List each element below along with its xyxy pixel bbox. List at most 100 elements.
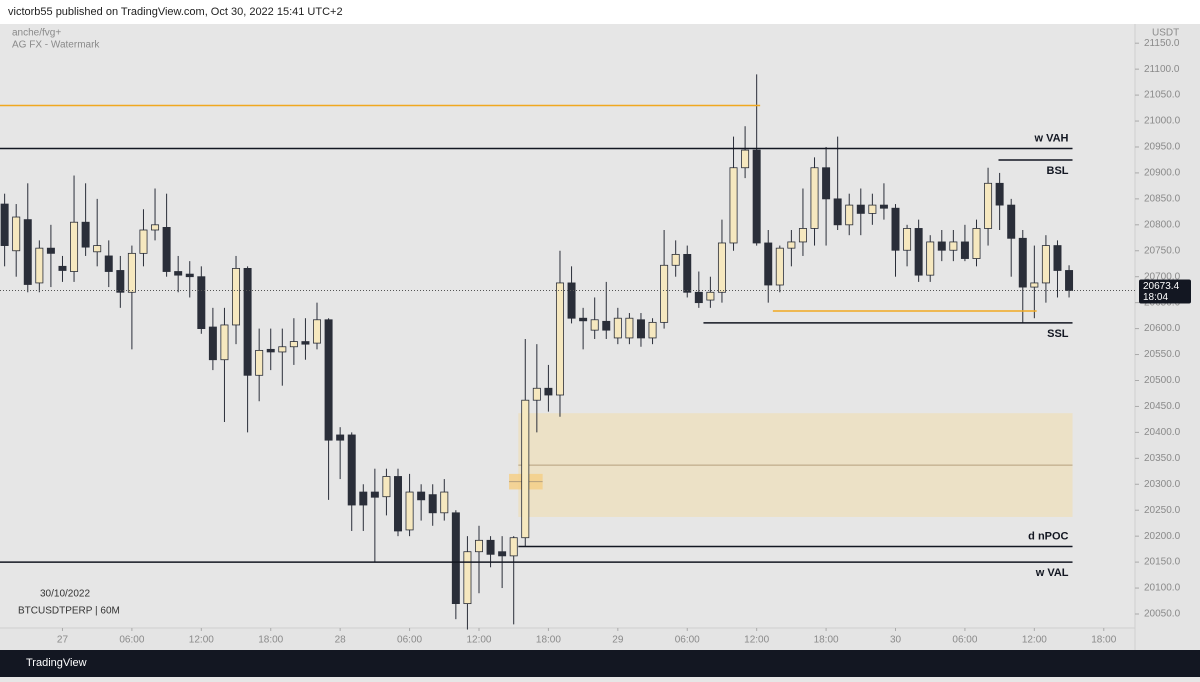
candle-body — [1007, 204, 1016, 239]
candle-body — [93, 245, 102, 253]
candle-body — [532, 387, 541, 401]
candle-body — [741, 149, 750, 169]
currency: USDT — [1152, 28, 1179, 39]
candle-body — [278, 346, 287, 353]
candle-body — [960, 241, 969, 259]
candle-body — [185, 273, 194, 278]
candle-body — [995, 182, 1004, 206]
candle-body — [706, 291, 715, 301]
y-tick-label: 21150.0 — [1144, 38, 1180, 49]
candle-body — [810, 167, 819, 229]
x-tick-label: 29 — [612, 635, 624, 646]
level-label: BSL — [1047, 165, 1069, 177]
candle-body — [336, 434, 345, 441]
y-tick-label: 20450.0 — [1144, 401, 1181, 412]
candle-body — [509, 537, 518, 557]
level-label: SSL — [1047, 328, 1069, 340]
candle-body — [602, 320, 611, 331]
candle-body — [428, 494, 437, 514]
candle-body — [590, 319, 599, 331]
candle-body — [70, 221, 79, 272]
level-label: d nPOC — [1028, 530, 1068, 542]
brand: TradingView — [26, 657, 87, 669]
countdown: 18:04 — [1143, 292, 1168, 303]
candle-body — [174, 271, 183, 276]
candle-body — [232, 268, 241, 326]
y-tick-label: 20700.0 — [1144, 271, 1181, 282]
y-tick-label: 20150.0 — [1144, 557, 1181, 568]
candle-body — [58, 265, 67, 271]
candle-body — [313, 319, 321, 344]
x-tick-label: 12:00 — [1022, 635, 1047, 646]
candle-body — [868, 204, 877, 214]
candle-body — [266, 348, 275, 353]
x-tick-label: 12:00 — [466, 635, 491, 646]
candle-body — [498, 551, 507, 557]
x-tick-label: 12:00 — [189, 635, 214, 646]
y-tick-label: 20300.0 — [1144, 479, 1181, 490]
indicator: anche/fvg+ — [12, 28, 61, 39]
candle-body — [451, 512, 460, 605]
candle-body — [324, 319, 333, 441]
x-tick-label: 18:00 — [814, 635, 839, 646]
candle-body — [879, 204, 888, 209]
indicator: AG FX - Watermark — [12, 40, 100, 51]
candle-body — [613, 317, 622, 339]
candle-body — [116, 270, 125, 293]
level-label: w VAH — [1033, 132, 1068, 144]
candle-body — [798, 228, 807, 243]
top-bar — [0, 0, 1200, 24]
y-tick-label: 21000.0 — [1144, 116, 1181, 127]
candle-body — [394, 476, 402, 532]
y-tick-label: 20400.0 — [1144, 427, 1181, 438]
candle-body — [717, 242, 726, 293]
candle-body — [845, 204, 854, 226]
last-price-box — [1139, 279, 1191, 304]
candle-body — [625, 317, 634, 339]
candle-body — [891, 207, 900, 251]
candle-body — [984, 182, 993, 229]
candle-body — [567, 282, 576, 319]
y-tick-label: 20100.0 — [1144, 583, 1181, 594]
candle-body — [405, 491, 414, 531]
y-tick-label: 20250.0 — [1144, 505, 1181, 516]
plot-area — [0, 24, 1135, 628]
footer-bar — [0, 650, 1200, 677]
candle-body — [301, 341, 310, 345]
x-tick-label: 06:00 — [952, 635, 977, 646]
candle-body — [787, 241, 796, 249]
last-price-label: 20673.4 — [1143, 281, 1180, 292]
x-tick-label: 30 — [890, 635, 902, 646]
candle-body — [949, 241, 958, 251]
candle-body — [35, 247, 44, 284]
candle-body — [347, 434, 356, 506]
x-tick-label: 06:00 — [397, 635, 422, 646]
candle-body — [648, 321, 657, 339]
candle-body — [46, 247, 55, 254]
candle-body — [463, 551, 472, 605]
y-tick-label: 20050.0 — [1144, 609, 1181, 620]
candle-body — [1018, 237, 1027, 288]
candle-body — [937, 241, 946, 251]
candle-body — [81, 221, 90, 248]
candle-body — [440, 491, 449, 514]
plot: w VAH BSL SSL d nPOC w VAL — [0, 74, 1135, 630]
candle-body — [660, 264, 669, 323]
candle-body — [822, 167, 831, 200]
x-tick-label: 06:00 — [675, 635, 700, 646]
x-tick-label: 27 — [57, 635, 69, 646]
watermark-symbol: BTCUSDTPERP | 60M — [18, 606, 120, 617]
candle-body — [579, 317, 588, 322]
y-tick-label: 20950.0 — [1144, 142, 1181, 153]
candle-body — [729, 167, 738, 244]
candle-body — [752, 149, 761, 244]
y-tick-label: 20900.0 — [1144, 168, 1181, 179]
candle-body — [694, 291, 703, 304]
y-tick-label: 21050.0 — [1144, 90, 1181, 101]
candle-body — [544, 387, 553, 396]
candle-body — [856, 204, 865, 214]
candle-body — [382, 476, 391, 498]
y-tick-label: 20550.0 — [1144, 349, 1181, 360]
candle-body — [197, 276, 206, 329]
